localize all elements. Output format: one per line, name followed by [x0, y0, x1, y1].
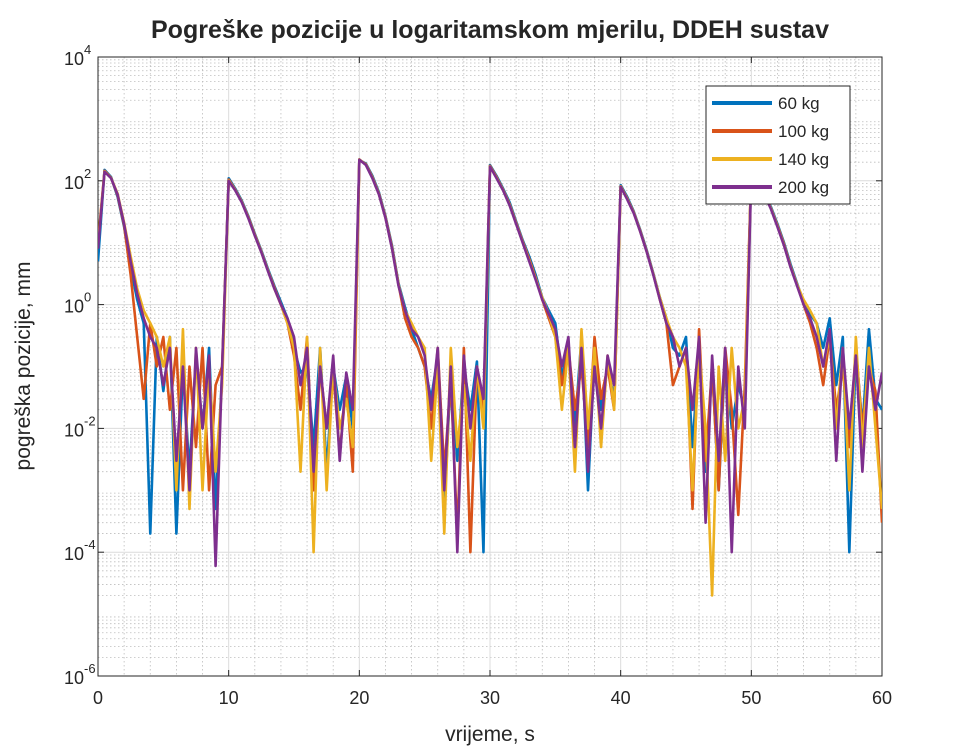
y-tick-exponent: 2 — [84, 166, 91, 181]
x-tick-label: 20 — [349, 688, 369, 708]
x-tick-label: 40 — [611, 688, 631, 708]
y-tick-exponent: 0 — [84, 290, 91, 305]
x-tick-label: 0 — [93, 688, 103, 708]
y-tick-label: 10 — [64, 297, 84, 317]
y-tick-label: 10 — [64, 173, 84, 193]
y-tick-label: 10 — [64, 420, 84, 440]
chart-title: Pogreške pozicije u logaritamskom mjeril… — [151, 16, 829, 44]
y-tick-label: 10 — [64, 544, 84, 564]
y-tick-exponent: -2 — [84, 413, 96, 428]
legend-label: 60 kg — [778, 94, 820, 113]
legend-label: 100 kg — [778, 122, 829, 141]
x-tick-label: 60 — [872, 688, 892, 708]
legend-label: 200 kg — [778, 178, 829, 197]
plot-frame — [97, 56, 883, 677]
y-tick-label: 10 — [64, 49, 84, 69]
y-tick-exponent: -6 — [84, 661, 96, 676]
x-axis-label: vrijeme, s — [445, 723, 535, 746]
y-tick-exponent: 4 — [84, 42, 91, 57]
x-tick-label: 50 — [741, 688, 761, 708]
y-tick-exponent: -4 — [84, 537, 96, 552]
x-tick-label: 30 — [480, 688, 500, 708]
legend-box — [705, 85, 851, 205]
y-tick-label: 10 — [64, 668, 84, 688]
y-axis-label: pogreška pozicije, mm — [12, 262, 35, 471]
legend-label: 140 kg — [778, 150, 829, 169]
x-tick-label: 10 — [219, 688, 239, 708]
